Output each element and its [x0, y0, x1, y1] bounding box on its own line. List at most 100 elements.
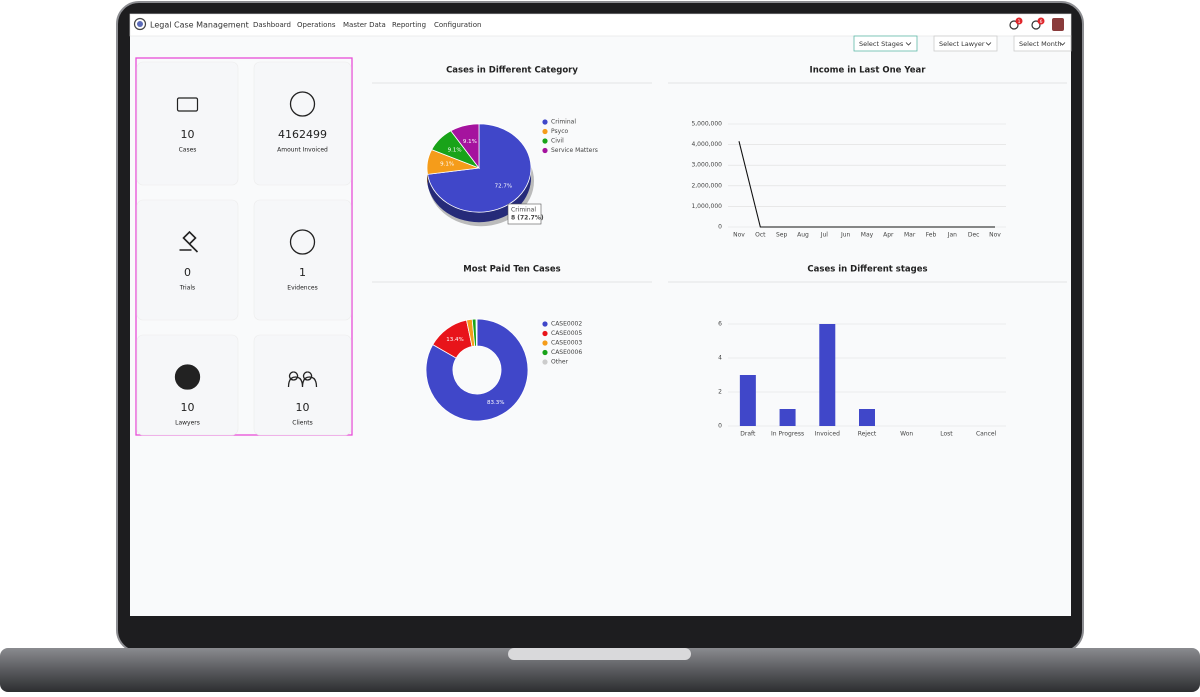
y-tick-label: 1,000,000: [691, 203, 722, 210]
x-tick-label: Jan: [947, 232, 957, 239]
dropdown-caret: [1059, 42, 1066, 46]
legend-swatch: [542, 138, 548, 144]
slice-label: 9.1%: [448, 148, 462, 154]
y-tick-label: 5,000,000: [691, 121, 722, 128]
nav-menu-item[interactable]: Dashboard: [253, 21, 291, 29]
filter-label: Select Stages: [859, 40, 904, 48]
legend-label[interactable]: Other: [551, 359, 569, 366]
legend-swatch: [542, 359, 548, 365]
kpi-label: Lawyers: [175, 420, 200, 427]
slice-label: 72.7%: [495, 183, 512, 189]
x-tick-label: In Progress: [771, 431, 804, 438]
legend-swatch: [542, 147, 548, 154]
kpi-label: Clients: [292, 420, 313, 427]
x-tick-label: Draft: [740, 431, 756, 438]
navbar: [129, 13, 1072, 37]
bar[interactable]: [859, 409, 875, 426]
kpi-label: Trials: [179, 285, 195, 292]
tooltip-text: 8 (72.7%): [511, 215, 544, 222]
x-tick-label: Cancel: [976, 431, 997, 438]
legend-label[interactable]: Psyco: [551, 128, 568, 135]
legend-label[interactable]: CASE0003: [551, 340, 582, 347]
donut-slice[interactable]: [425, 318, 529, 422]
kpi-icon: [289, 229, 316, 255]
badge-count: 1: [1018, 19, 1021, 25]
x-tick-label: Oct: [755, 232, 766, 239]
kpi-value: 10: [181, 128, 195, 141]
kpi-icon-people: [287, 371, 318, 388]
filter-label: Select Month: [1019, 40, 1062, 48]
kpi-card[interactable]: [253, 199, 352, 321]
kpi-icon: [174, 364, 201, 390]
bar[interactable]: [779, 409, 796, 426]
slice-label: 83.3%: [487, 400, 504, 406]
slice-label: 9.1%: [463, 139, 477, 145]
kpi-icon-gavel: [179, 230, 199, 253]
filter-dropdown[interactable]: [933, 35, 998, 52]
laptop-notch: [508, 648, 691, 660]
nav-menu-item[interactable]: Reporting: [392, 21, 426, 29]
x-tick-label: Apr: [883, 232, 894, 239]
x-tick-label: Jul: [820, 232, 829, 239]
kpi-value: 10: [296, 401, 310, 414]
pie-slice[interactable]: [450, 123, 480, 170]
nav-menu-item[interactable]: Configuration: [434, 21, 481, 29]
x-tick-label: Invoiced: [815, 431, 840, 438]
tooltip: [507, 203, 542, 225]
legend-label[interactable]: Civil: [551, 138, 564, 145]
legend-swatch: [542, 119, 548, 125]
y-tick-label: 4: [718, 355, 722, 362]
filter-dropdown[interactable]: [853, 35, 918, 52]
legend-label[interactable]: Service Matters: [551, 147, 598, 154]
nav-icon[interactable]: [1009, 20, 1019, 30]
chart-title: Most Paid Ten Cases: [463, 265, 560, 275]
avatar[interactable]: [1052, 18, 1064, 31]
laptop-base: [0, 648, 1200, 692]
slice-label: 9.1%: [440, 162, 454, 168]
badge: [1015, 17, 1023, 25]
legend-label[interactable]: Criminal: [551, 119, 576, 126]
brand[interactable]: Legal Case Management: [150, 21, 249, 30]
legend-swatch: [542, 340, 548, 346]
x-tick-label: Won: [900, 431, 913, 438]
x-tick-label: May: [861, 232, 874, 239]
kpi-card[interactable]: [136, 199, 239, 321]
nav-menu-item[interactable]: Master Data: [343, 21, 386, 29]
y-tick-label: 2,000,000: [691, 182, 722, 189]
kpi-label: Amount Invoiced: [277, 147, 328, 154]
legend-swatch: [542, 128, 548, 135]
nav-icon[interactable]: [1031, 20, 1041, 30]
kpi-value: 1: [299, 266, 306, 279]
chart-title: Income in Last One Year: [810, 66, 927, 76]
badge-count: 6: [1040, 19, 1043, 25]
kpi-value: 0: [184, 266, 191, 279]
legend-label[interactable]: CASE0006: [551, 349, 582, 356]
bar[interactable]: [739, 375, 756, 426]
legend-swatch: [542, 349, 548, 356]
kpi-label: Evidences: [287, 285, 317, 292]
x-tick-label: Mar: [904, 232, 916, 239]
highlight-box: [135, 57, 353, 436]
bar[interactable]: [819, 324, 836, 426]
x-tick-label: Nov: [733, 232, 745, 239]
donut-slice[interactable]: [475, 318, 478, 347]
filter-dropdown[interactable]: [1013, 35, 1072, 52]
x-tick-label: Aug: [797, 232, 809, 239]
dropdown-caret: [905, 42, 912, 46]
x-tick-label: Lost: [940, 431, 953, 438]
y-tick-label: 4,000,000: [691, 141, 722, 148]
legend-swatch: [542, 330, 548, 337]
chart-title: Cases in Different Category: [446, 66, 578, 76]
kpi-value: 10: [181, 401, 195, 414]
nav-menu-item[interactable]: Operations: [297, 21, 336, 29]
tooltip-title: Criminal: [511, 207, 536, 214]
x-tick-label: Nov: [989, 232, 1001, 239]
kpi-card[interactable]: [253, 61, 352, 186]
legend-label[interactable]: CASE0002: [551, 321, 582, 328]
x-tick-label: Reject: [858, 431, 877, 438]
legend-label[interactable]: CASE0005: [551, 330, 582, 337]
y-tick-label: 0: [718, 224, 722, 231]
kpi-card[interactable]: [136, 61, 239, 186]
